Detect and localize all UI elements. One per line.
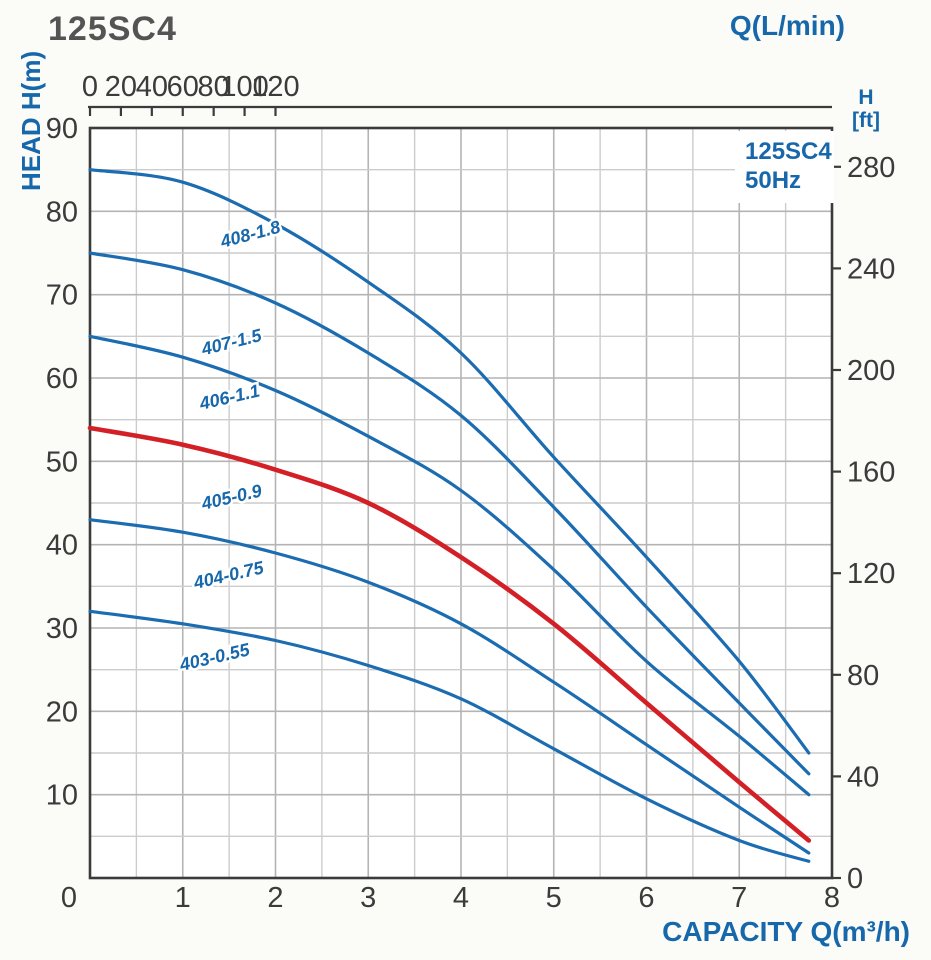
bottom-axis: 0 1 2 3 4 5 6 7 8	[61, 882, 840, 914]
curve-407-1.5	[88, 251, 811, 776]
left-axis-tick-label: 50	[46, 446, 78, 478]
top-axis-tick-label: 100	[220, 71, 268, 103]
right-axis-tick-label: 0	[847, 863, 863, 895]
model-frequency-badge: 125SC4 50Hz	[735, 131, 834, 203]
top-axis-tick-label: 120	[251, 71, 299, 103]
right-axis-title: H [ft]	[846, 86, 886, 132]
right-axis-tick-label: 160	[847, 457, 895, 489]
bottom-axis-tick-label: 7	[731, 882, 747, 914]
bottom-axis-tick-label: 5	[546, 882, 562, 914]
left-axis-tick-label: 30	[46, 613, 78, 645]
left-axis-tick-label: 70	[46, 280, 78, 312]
right-axis-title-line1: H	[858, 86, 874, 109]
curve-406-1.1	[88, 334, 811, 797]
left-axis-tick-label: 40	[46, 530, 78, 562]
right-axis-tick-label: 120	[847, 558, 895, 590]
curve-403-0.55	[88, 609, 811, 863]
left-axis-tick-label: 80	[46, 196, 78, 228]
bottom-axis-tick-label: 0	[61, 882, 77, 914]
top-axis-tick-label: 20	[105, 71, 137, 103]
curve-405-0.9	[87, 425, 812, 843]
right-axis: 0 40 80 120 160 200 240 280	[832, 152, 895, 895]
bottom-axis-tick-label: 8	[824, 882, 840, 914]
top-axis-unit-label: Q(L/min)	[729, 10, 845, 41]
curve-404-0.75	[88, 518, 811, 855]
curve-408-1.8	[88, 168, 811, 755]
curves	[87, 168, 812, 863]
right-axis-title-line2: [ft]	[852, 109, 880, 132]
left-axis-tick-label: 90	[46, 113, 78, 145]
bottom-axis-tick-label: 6	[638, 882, 654, 914]
bottom-axis-tick-label: 1	[175, 882, 191, 914]
top-axis-tick-label: 80	[198, 71, 230, 103]
page-title: 125SC4	[48, 10, 177, 48]
top-axis-tick-label: 0	[82, 71, 98, 103]
top-axis-tick-label: 40	[136, 71, 168, 103]
model-name: 125SC4	[745, 138, 832, 165]
right-axis-tick-label: 280	[847, 152, 895, 184]
left-axis-tick-label: 20	[46, 696, 78, 728]
right-axis-tick-label: 240	[847, 253, 895, 285]
right-axis-tick-label: 200	[847, 355, 895, 387]
bottom-axis-title: CAPACITY Q(m³/h)	[662, 916, 910, 947]
left-axis-tick-label: 10	[46, 780, 78, 812]
right-axis-tick-label: 40	[847, 761, 879, 793]
frequency: 50Hz	[745, 167, 802, 194]
bottom-axis-tick-label: 2	[267, 882, 283, 914]
bottom-axis-tick-label: 4	[453, 882, 469, 914]
plot-border	[88, 126, 834, 880]
top-axis-tick-label: 60	[167, 71, 199, 103]
right-axis-tick-label: 80	[847, 660, 879, 692]
left-axis: 10 20 30 40 50 60 70 80 90	[46, 113, 78, 812]
left-axis-title: HEAD H(m)	[16, 50, 46, 191]
bottom-axis-tick-label: 3	[360, 882, 376, 914]
left-axis-tick-label: 60	[46, 363, 78, 395]
